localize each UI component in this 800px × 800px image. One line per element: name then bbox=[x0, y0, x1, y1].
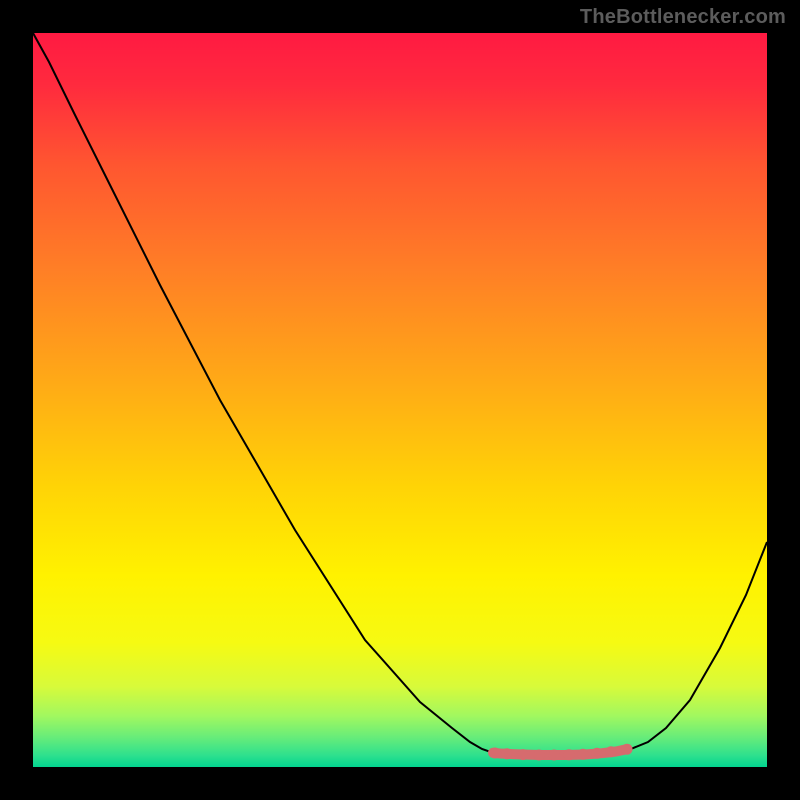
highlight-marker bbox=[592, 748, 603, 759]
highlight-marker bbox=[518, 749, 529, 760]
chart-frame: TheBottlenecker.com bbox=[0, 0, 800, 800]
plot-area bbox=[33, 33, 767, 767]
chart-svg bbox=[33, 33, 767, 767]
highlight-marker bbox=[564, 749, 575, 760]
highlight-marker bbox=[606, 746, 617, 757]
highlight-marker bbox=[490, 748, 501, 759]
highlight-marker bbox=[578, 749, 589, 760]
highlight-marker bbox=[549, 750, 560, 761]
highlight-marker bbox=[534, 750, 545, 761]
highlight-marker bbox=[622, 744, 633, 755]
highlight-marker bbox=[502, 748, 513, 759]
watermark-text: TheBottlenecker.com bbox=[580, 6, 786, 29]
main-curve bbox=[33, 33, 767, 755]
